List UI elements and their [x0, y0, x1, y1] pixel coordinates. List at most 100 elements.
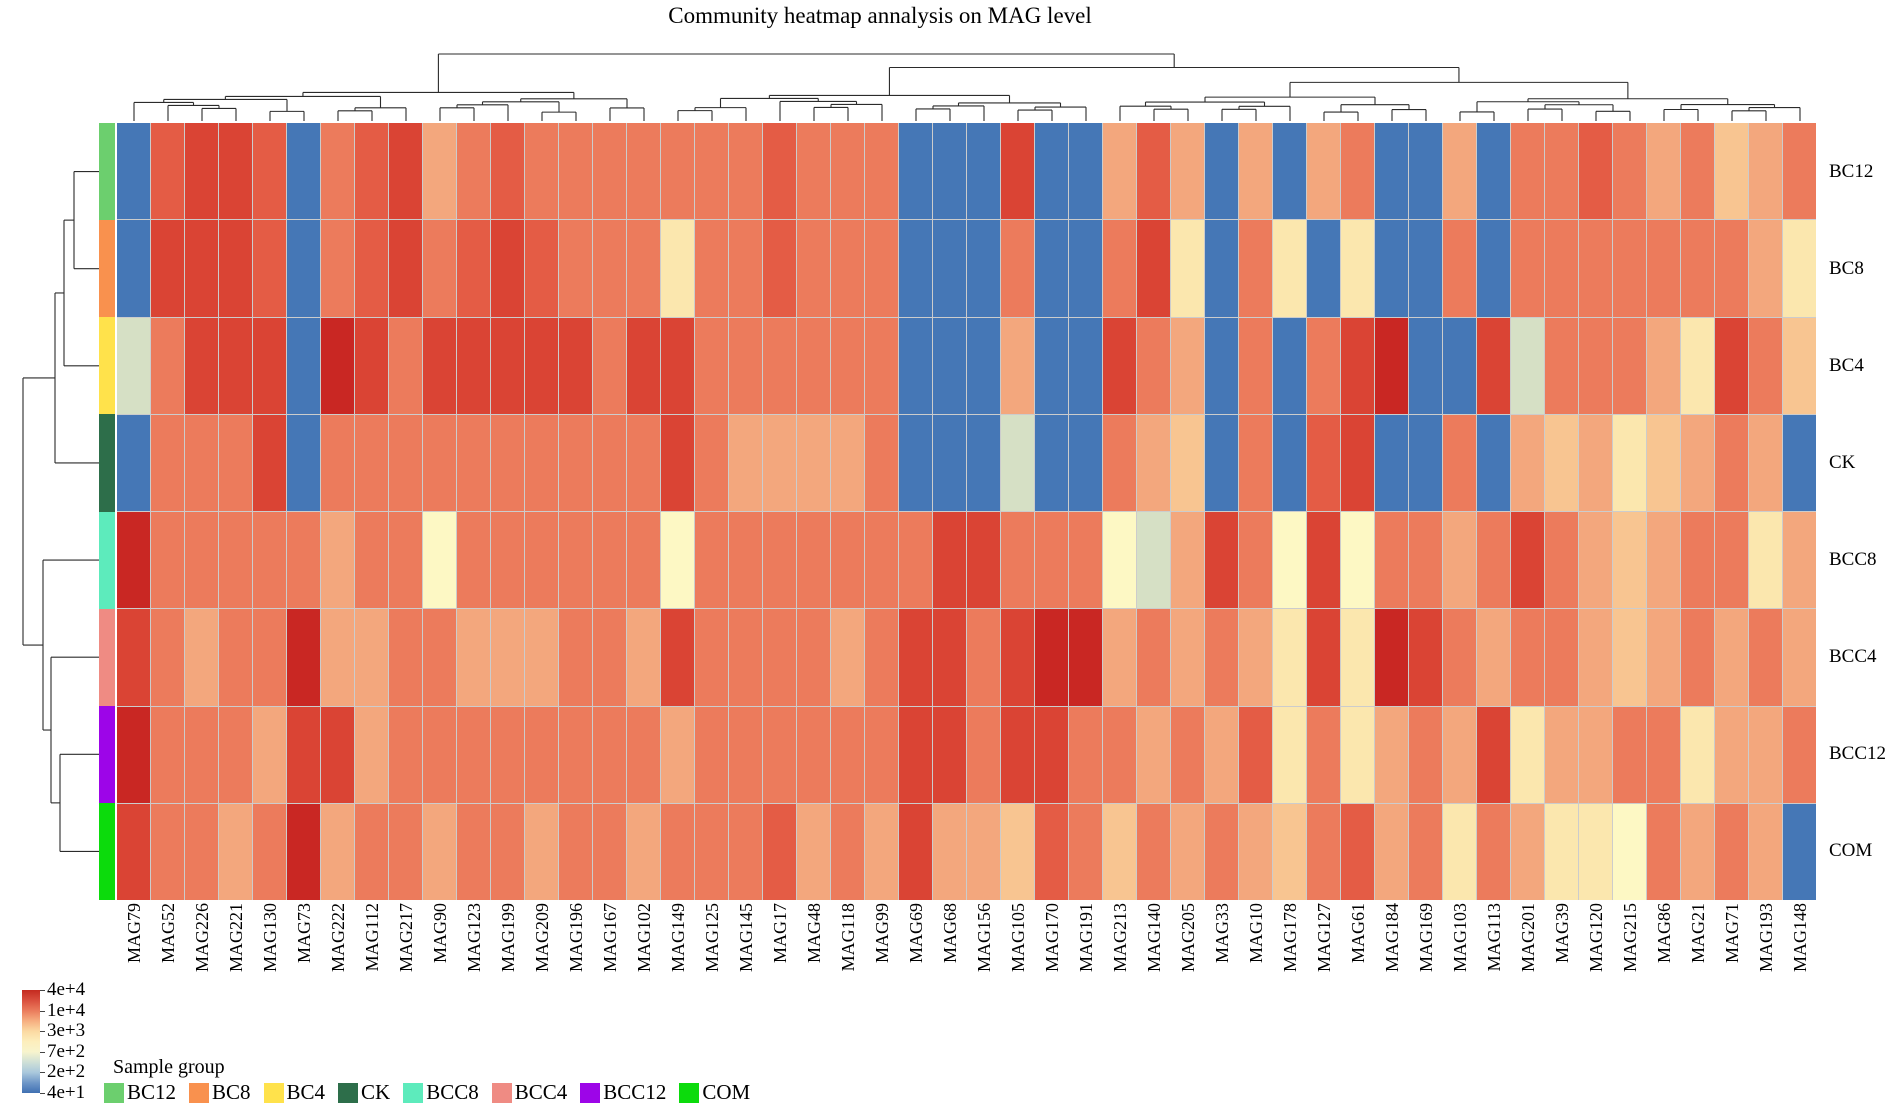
heatmap-cell [1647, 414, 1680, 511]
heatmap-cell [389, 123, 422, 220]
legend-swatch-BCC12 [580, 1082, 601, 1103]
heatmap-cell [1273, 220, 1306, 317]
heatmap-cell [729, 512, 762, 609]
heatmap-cell [661, 803, 694, 900]
heatmap-cell [1307, 512, 1340, 609]
heatmap-cell [457, 706, 490, 803]
column-label-MAG209: MAG209 [532, 903, 552, 973]
heatmap-cell [1341, 512, 1374, 609]
heatmap-cell [219, 609, 252, 706]
heatmap-cell [491, 123, 524, 220]
heatmap-cell [1613, 317, 1646, 414]
heatmap-cell [389, 512, 422, 609]
column-label-MAG148: MAG148 [1790, 903, 1810, 973]
heatmap-cell [287, 512, 320, 609]
heatmap-cell [1035, 414, 1068, 511]
heatmap-cell [355, 414, 388, 511]
column-label-MAG127: MAG127 [1314, 903, 1334, 973]
heatmap-cell [1035, 609, 1068, 706]
heatmap-cell [1783, 123, 1816, 220]
heatmap-cell [899, 512, 932, 609]
legend-item-BC12: BC12 [104, 1080, 176, 1105]
heatmap-cell [1749, 220, 1782, 317]
group-strip-BC4 [99, 317, 115, 415]
heatmap-cell [117, 123, 150, 220]
heatmap-cell [729, 317, 762, 414]
heatmap-cell [1001, 512, 1034, 609]
heatmap-cell [1545, 220, 1578, 317]
heatmap-cell [491, 706, 524, 803]
heatmap-cell [1715, 220, 1748, 317]
heatmap-cell [1443, 317, 1476, 414]
heatmap-cell [967, 803, 1000, 900]
column-label-MAG48: MAG48 [804, 903, 824, 964]
heatmap-cell [1715, 414, 1748, 511]
heatmap-cell [423, 317, 456, 414]
heatmap-grid [117, 123, 1816, 900]
heatmap-cell [1239, 706, 1272, 803]
legend-swatch-BC8 [189, 1082, 210, 1103]
heatmap-cell [1273, 414, 1306, 511]
heatmap-cell [457, 220, 490, 317]
heatmap-cell [219, 317, 252, 414]
heatmap-cell [831, 414, 864, 511]
sample-group-color-strip [99, 123, 115, 900]
heatmap-cell [185, 609, 218, 706]
legend-label: COM [702, 1080, 751, 1104]
column-label-MAG52: MAG52 [158, 903, 178, 964]
heatmap-cell [491, 317, 524, 414]
heatmap-cell [627, 317, 660, 414]
heatmap-cell [1001, 220, 1034, 317]
heatmap-cell [185, 220, 218, 317]
heatmap-cell [1613, 512, 1646, 609]
legend-swatch-BCC4 [491, 1082, 512, 1103]
heatmap-cell [151, 414, 184, 511]
heatmap-cell [321, 609, 354, 706]
column-label-MAG71: MAG71 [1722, 903, 1742, 964]
heatmap-cell [661, 317, 694, 414]
heatmap-cell [1749, 609, 1782, 706]
heatmap-cell [627, 414, 660, 511]
heatmap-cell [219, 706, 252, 803]
heatmap-cell [287, 220, 320, 317]
heatmap-cell [593, 706, 626, 803]
heatmap-cell [1137, 414, 1170, 511]
column-label-MAG33: MAG33 [1212, 903, 1232, 964]
heatmap-cell [1715, 803, 1748, 900]
heatmap-cell [1273, 317, 1306, 414]
heatmap-cell [899, 706, 932, 803]
heatmap-cell [525, 803, 558, 900]
column-label-MAG196: MAG196 [566, 903, 586, 973]
heatmap-cell [1001, 706, 1034, 803]
heatmap-cell [491, 414, 524, 511]
column-label-MAG184: MAG184 [1382, 903, 1402, 973]
heatmap-cell [933, 512, 966, 609]
colorbar-tick-label: 7e+2 [47, 1040, 86, 1062]
colorbar-tick-label: 2e+2 [47, 1061, 86, 1083]
heatmap-cell [491, 803, 524, 900]
heatmap-cell [695, 414, 728, 511]
heatmap-cell [1205, 317, 1238, 414]
colorbar-tick [40, 1051, 45, 1053]
heatmap-cell [1069, 609, 1102, 706]
column-label-MAG130: MAG130 [260, 903, 280, 973]
heatmap-cell [1375, 317, 1408, 414]
heatmap-cell [1239, 803, 1272, 900]
heatmap-cell [1715, 512, 1748, 609]
heatmap-cell [1783, 609, 1816, 706]
heatmap-cell [287, 414, 320, 511]
heatmap-cell [1137, 609, 1170, 706]
heatmap-cell [287, 123, 320, 220]
heatmap-cell [253, 220, 286, 317]
heatmap-cell [1001, 317, 1034, 414]
legend-item-BCC12: BCC12 [580, 1080, 666, 1105]
column-label-MAG213: MAG213 [1110, 903, 1130, 973]
heatmap-cell [321, 220, 354, 317]
heatmap-cell [253, 706, 286, 803]
legend-item-BC8: BC8 [189, 1080, 251, 1105]
heatmap-cell [1783, 220, 1816, 317]
heatmap-cell [593, 803, 626, 900]
heatmap-cell [1613, 123, 1646, 220]
top-dendrogram [133, 53, 1801, 121]
heatmap-cell [151, 512, 184, 609]
